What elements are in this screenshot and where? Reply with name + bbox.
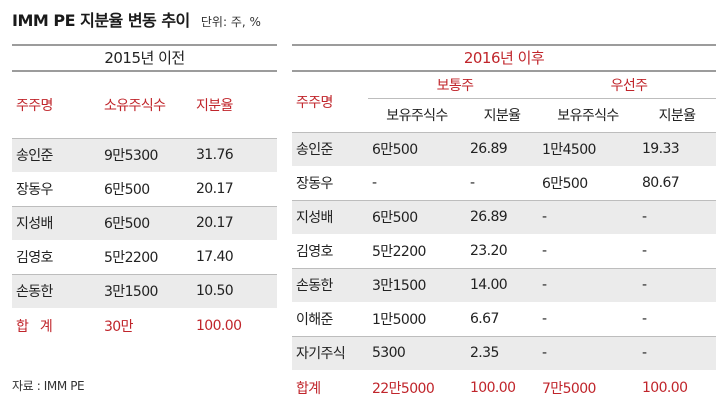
shareholder-name: 장동우: [292, 166, 368, 201]
shareholder-name: 지성배: [12, 206, 100, 240]
col-header-ratio: 지분율: [192, 72, 277, 139]
total-preferred-shares: 7만5000: [542, 381, 596, 397]
total-row: 합계 22만5000 100.00 7만5000 100.00: [292, 370, 716, 406]
common-shares: 6만500: [368, 132, 466, 166]
shareholder-name: 김영호: [12, 240, 100, 275]
col-header-name: 주주명: [292, 72, 368, 133]
shareholder-table-left: 주주명 소유주식수 지분율 송인준 9만5300 31.76 장동우 6만500…: [12, 72, 277, 344]
common-shares: 5300: [368, 336, 466, 370]
share-ratio: 31.76: [192, 138, 277, 172]
preferred-shares: -: [538, 234, 638, 269]
source-note: 자료 : IMM PE: [12, 379, 85, 393]
group-header-preferred: 우선주: [538, 72, 716, 99]
shareholder-name: 지성배: [292, 200, 368, 234]
total-shares: 30만: [104, 319, 134, 335]
table-row: 장동우 - - 6만500 80.67: [292, 166, 716, 201]
share-count: 3만1500: [100, 274, 192, 308]
table-row: 김영호 5만2200 23.20 - -: [292, 234, 716, 269]
common-shares: 3만1500: [368, 268, 466, 302]
shareholder-name: 송인준: [12, 138, 100, 172]
preferred-ratio: 19.33: [638, 132, 716, 166]
total-common-ratio: 100.00: [470, 380, 516, 396]
preferred-ratio: -: [638, 200, 716, 234]
shareholder-name: 장동우: [12, 172, 100, 207]
preferred-ratio: -: [638, 268, 716, 302]
preferred-ratio: 80.67: [638, 166, 716, 201]
sub-header-row: 보유주식수 지분율 보유주식수 지분율: [292, 98, 716, 133]
share-ratio: 20.17: [192, 172, 277, 207]
common-ratio: 6.67: [466, 302, 538, 337]
shareholder-name: 김영호: [292, 234, 368, 269]
page-title: IMM PE 지분율 변동 추이: [12, 11, 190, 30]
common-shares: -: [368, 166, 466, 201]
common-ratio: 26.89: [466, 132, 538, 166]
chart-title-block: IMM PE 지분율 변동 추이 단위: 주, %: [12, 7, 261, 31]
col-header-name: 주주명: [12, 72, 100, 139]
table-row: 송인준 9만5300 31.76: [12, 138, 277, 172]
table-row: 송인준 6만500 26.89 1만4500 19.33: [292, 132, 716, 166]
preferred-shares: -: [538, 200, 638, 234]
share-ratio: 17.40: [192, 240, 277, 275]
table-row: 지성배 6만500 26.89 - -: [292, 200, 716, 234]
preferred-shares: -: [538, 336, 638, 370]
table-row: 이해준 1만5000 6.67 - -: [292, 302, 716, 337]
table-after-2016: 2016년 이후 주주명 보통주 우선주 보유주식수 지분율 보유주식수 지분율…: [292, 44, 716, 406]
table-row: 지성배 6만500 20.17: [12, 206, 277, 240]
group-header-row: 주주명 보통주 우선주: [292, 72, 716, 133]
total-label: 합계: [296, 381, 321, 397]
period-header-2016: 2016년 이후: [292, 44, 716, 72]
col-header-shares: 소유주식수: [100, 72, 192, 139]
col-header-common-ratio: 지분율: [466, 98, 538, 133]
common-shares: 1만5000: [368, 302, 466, 337]
preferred-ratio: -: [638, 336, 716, 370]
common-ratio: 14.00: [466, 268, 538, 302]
common-ratio: -: [466, 166, 538, 201]
common-shares: 6만500: [368, 200, 466, 234]
table-row: 손동한 3만1500 14.00 - -: [292, 268, 716, 302]
table-header-row: 주주명 소유주식수 지분율: [12, 72, 277, 139]
table-row: 장동우 6만500 20.17: [12, 172, 277, 207]
table-row: 자기주식 5300 2.35 - -: [292, 336, 716, 370]
share-count: 9만5300: [100, 138, 192, 172]
preferred-ratio: -: [638, 302, 716, 337]
preferred-shares: 1만4500: [538, 132, 638, 166]
table-row: 김영호 5만2200 17.40: [12, 240, 277, 275]
col-header-preferred-shares: 보유주식수: [538, 98, 638, 133]
share-ratio: 10.50: [192, 274, 277, 308]
common-shares: 5만2200: [368, 234, 466, 269]
total-label: 합 계: [16, 319, 53, 335]
unit-label: 단위: 주, %: [200, 15, 261, 29]
shareholder-name: 이해준: [292, 302, 368, 337]
share-ratio: 20.17: [192, 206, 277, 240]
col-header-preferred-ratio: 지분율: [638, 98, 716, 133]
shareholder-name: 자기주식: [292, 336, 368, 370]
total-common-shares: 22만5000: [372, 381, 435, 397]
share-count: 6만500: [100, 206, 192, 240]
shareholder-name: 손동한: [292, 268, 368, 302]
total-row: 합 계 30만 100.00: [12, 308, 277, 344]
preferred-shares: 6만500: [538, 166, 638, 201]
group-header-common: 보통주: [368, 72, 538, 99]
share-count: 6만500: [100, 172, 192, 207]
table-before-2015: 2015년 이전 주주명 소유주식수 지분율 송인준 9만5300 31.76 …: [12, 44, 277, 344]
total-preferred-ratio: 100.00: [642, 380, 688, 396]
common-ratio: 23.20: [466, 234, 538, 269]
preferred-shares: -: [538, 302, 638, 337]
common-ratio: 26.89: [466, 200, 538, 234]
shareholder-name: 손동한: [12, 274, 100, 308]
preferred-ratio: -: [638, 234, 716, 269]
col-header-common-shares: 보유주식수: [368, 98, 466, 133]
share-count: 5만2200: [100, 240, 192, 275]
common-ratio: 2.35: [466, 336, 538, 370]
shareholder-name: 송인준: [292, 132, 368, 166]
period-header-2015: 2015년 이전: [12, 44, 277, 72]
preferred-shares: -: [538, 268, 638, 302]
shareholder-table-right: 주주명 보통주 우선주 보유주식수 지분율 보유주식수 지분율 송인준 6만50…: [292, 72, 716, 406]
table-row: 손동한 3만1500 10.50: [12, 274, 277, 308]
total-ratio: 100.00: [196, 318, 242, 334]
